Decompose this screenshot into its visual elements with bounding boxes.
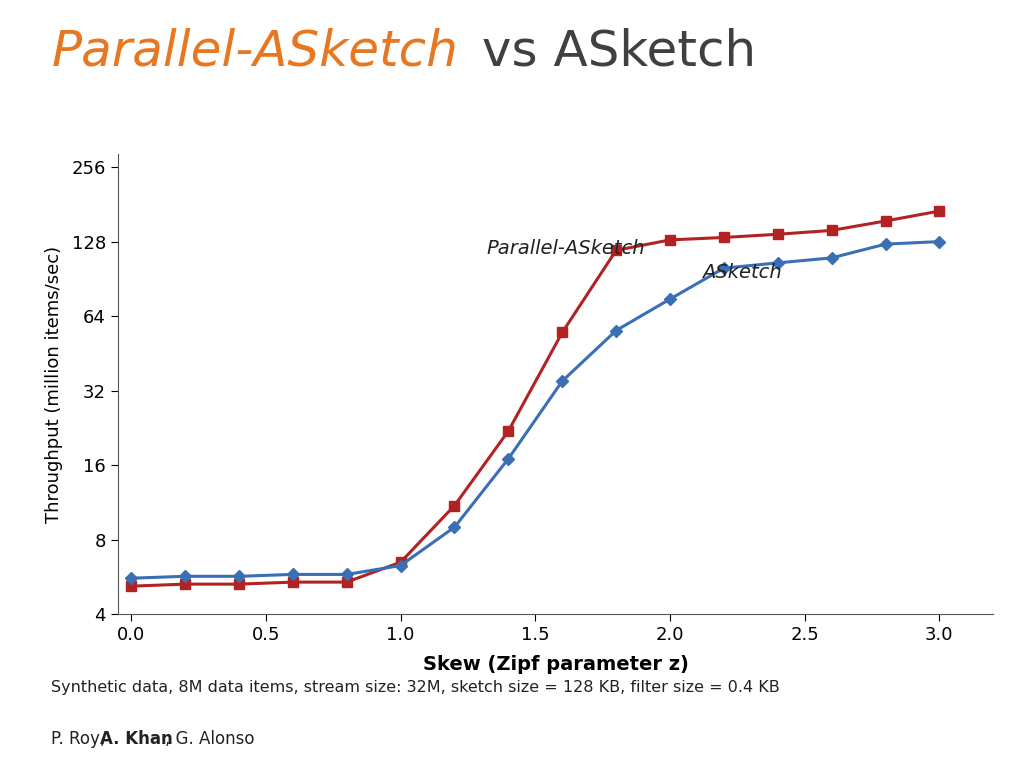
Text: vs ASketch: vs ASketch (466, 28, 756, 76)
Text: P. Roy,: P. Roy, (51, 730, 111, 748)
Text: Parallel-ASketch: Parallel-ASketch (51, 28, 458, 76)
Text: ASketch: ASketch (702, 263, 782, 282)
Text: A. Khan: A. Khan (100, 730, 173, 748)
Text: , G. Alonso: , G. Alonso (165, 730, 254, 748)
Y-axis label: Throughput (million items/sec): Throughput (million items/sec) (45, 246, 63, 522)
Text: Parallel-ASketch: Parallel-ASketch (486, 239, 645, 258)
Text: Synthetic data, 8M data items, stream size: 32M, sketch size = 128 KB, filter si: Synthetic data, 8M data items, stream si… (51, 680, 780, 695)
X-axis label: Skew (Zipf parameter z): Skew (Zipf parameter z) (423, 655, 688, 674)
